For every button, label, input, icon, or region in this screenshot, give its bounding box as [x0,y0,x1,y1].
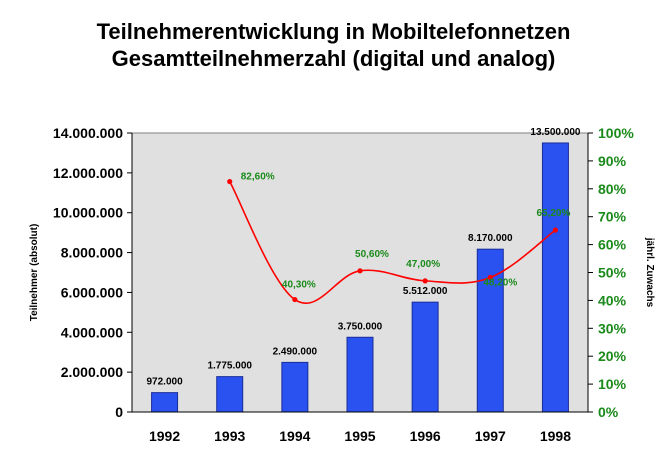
growth-value-label: 40,30% [282,280,316,291]
chart-subtitle: Gesamtteilnehmerzahl (digital und analog… [111,46,556,71]
growth-value-label: 65,20% [536,208,570,219]
growth-point-1996 [422,278,428,284]
bar-1992 [151,392,179,413]
left-axis-tick-label: 4.000.000 [61,324,123,340]
bar-1996 [411,301,439,413]
growth-line [229,181,556,304]
left-axis-tick-label: 8.000.000 [61,245,123,261]
right-axis-tick-label: 80% [598,181,627,197]
right-axis-title: jährl. Zuwachs [644,237,655,308]
bar-value-label: 1.775.000 [207,361,252,372]
growth-value-label: 48,20% [483,278,517,289]
chart-title-block: Teilnehmerentwicklung in Mobiltelefonnet… [0,18,667,72]
bar-1998 [541,142,569,413]
x-axis-tick-label: 1996 [410,428,441,444]
chart-title: Teilnehmerentwicklung in Mobiltelefonnet… [96,19,571,44]
left-axis-tick-label: 10.000.000 [53,205,123,221]
left-axis-tick-label: 6.000.000 [61,284,123,300]
right-axis-tick-label: 30% [598,320,627,336]
right-axis-tick-label: 60% [598,237,627,253]
left-axis-tick-label: 2.000.000 [61,364,123,380]
right-axis-tick-label: 20% [598,348,627,364]
bar-1995 [346,336,374,413]
bar-value-label: 13.500.000 [530,127,580,138]
right-axis-tick-label: 90% [598,153,627,169]
right-axis-tick-label: 0% [598,404,619,420]
growth-point-1994 [292,296,298,303]
right-axis-tick-label: 70% [598,209,627,225]
left-axis-tick-label: 0 [115,404,123,420]
growth-value-label: 47,00% [406,259,440,270]
right-axis-tick-label: 10% [598,376,627,392]
right-axis-tick-label: 50% [598,265,627,281]
bar-value-label: 5.512.000 [403,286,448,297]
bar-1994 [281,361,309,413]
growth-value-label: 82,60% [241,172,275,183]
right-axis-tick-label: 100% [598,125,634,141]
x-axis-tick-label: 1998 [540,428,571,444]
bar-value-label: 2.490.000 [273,346,318,357]
x-axis-tick-label: 1997 [475,428,506,444]
growth-point-1998 [552,227,559,233]
x-axis-tick-label: 1995 [344,428,375,444]
bar-value-label: 8.170.000 [468,233,513,244]
x-axis-tick-label: 1992 [149,428,180,444]
x-axis-tick-label: 1993 [214,428,245,444]
right-axis-tick-label: 40% [598,292,627,308]
x-axis-tick-label: 1994 [279,428,310,444]
growth-value-label: 50,60% [355,249,389,260]
bar-value-label: 972.000 [146,377,183,388]
left-axis-tick-label: 14.000.000 [53,125,123,141]
growth-point-1997 [487,274,493,281]
growth-point-1993 [227,178,233,185]
left-axis-title: Teilnehmer (absolut) [29,224,40,322]
bar-value-label: 3.750.000 [338,321,383,332]
growth-point-1995 [357,268,363,274]
left-axis-tick-label: 12.000.000 [53,165,123,181]
bar-1993 [216,376,244,413]
